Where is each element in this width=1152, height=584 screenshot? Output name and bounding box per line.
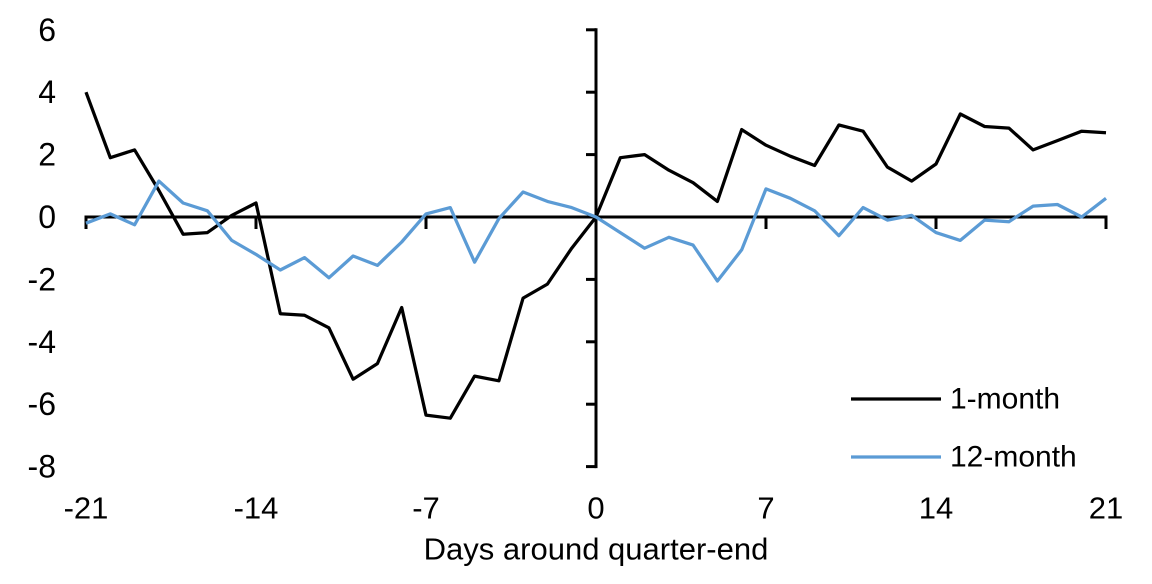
x-axis-title: Days around quarter-end [424,532,769,567]
y-axis-tick-label: -8 [28,449,56,485]
x-axis-tick-label: -7 [412,491,440,526]
x-axis-tick-label: 21 [1089,491,1123,526]
x-axis-tick-label: -14 [234,491,279,526]
y-axis-tick-label: 2 [38,137,56,173]
y-axis-tick-label: 4 [38,74,56,110]
y-axis-tick-label: -4 [28,324,56,360]
x-axis-tick-label: -21 [64,491,109,526]
y-axis-tick-label: 0 [38,199,56,235]
x-axis-tick-label: 14 [919,491,953,526]
series-line-12-month [85,179,1107,283]
y-axis-tick-label: 6 [38,12,56,48]
legend-label: 12-month [950,441,1077,474]
x-axis-tick-label: 0 [587,491,604,526]
y-axis-tick-label: -6 [28,386,56,422]
x-axis-tick-label: 7 [757,491,774,526]
legend-label: 1-month [950,383,1060,416]
y-axis-tick-label: -2 [28,261,56,297]
